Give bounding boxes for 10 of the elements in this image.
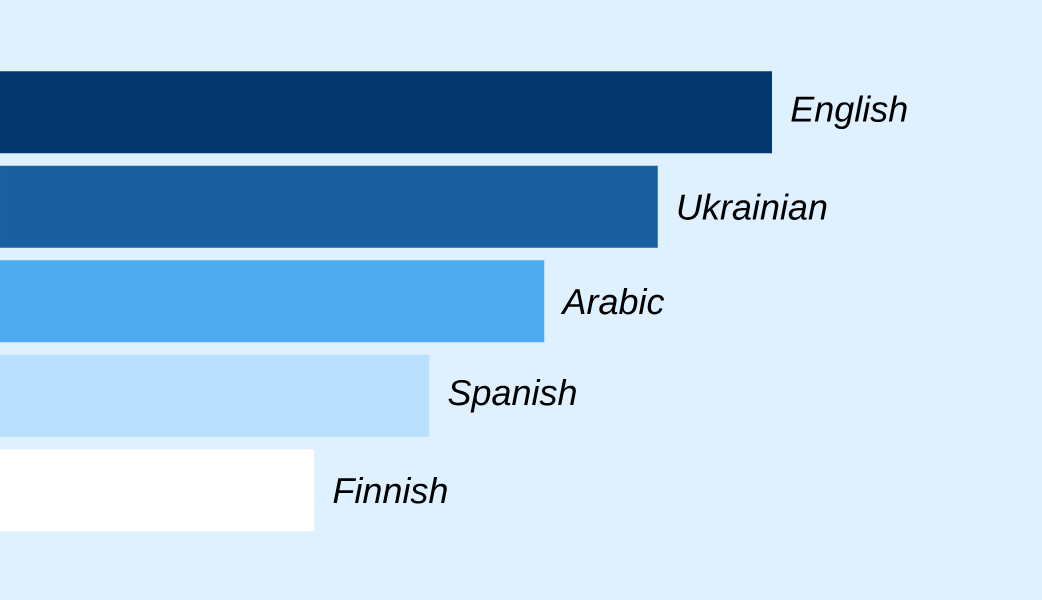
bar — [0, 71, 773, 154]
y-tick-label: Spanish — [448, 378, 576, 413]
y-tick-label: Finnish — [333, 477, 447, 504]
y-tick-label: Ukrainian — [678, 193, 827, 220]
bar — [0, 449, 315, 532]
y-tick-label: Arabic — [560, 288, 665, 315]
y-tick-label: English — [791, 95, 907, 130]
bar — [0, 260, 545, 343]
bar — [0, 354, 430, 437]
bar — [0, 165, 658, 248]
